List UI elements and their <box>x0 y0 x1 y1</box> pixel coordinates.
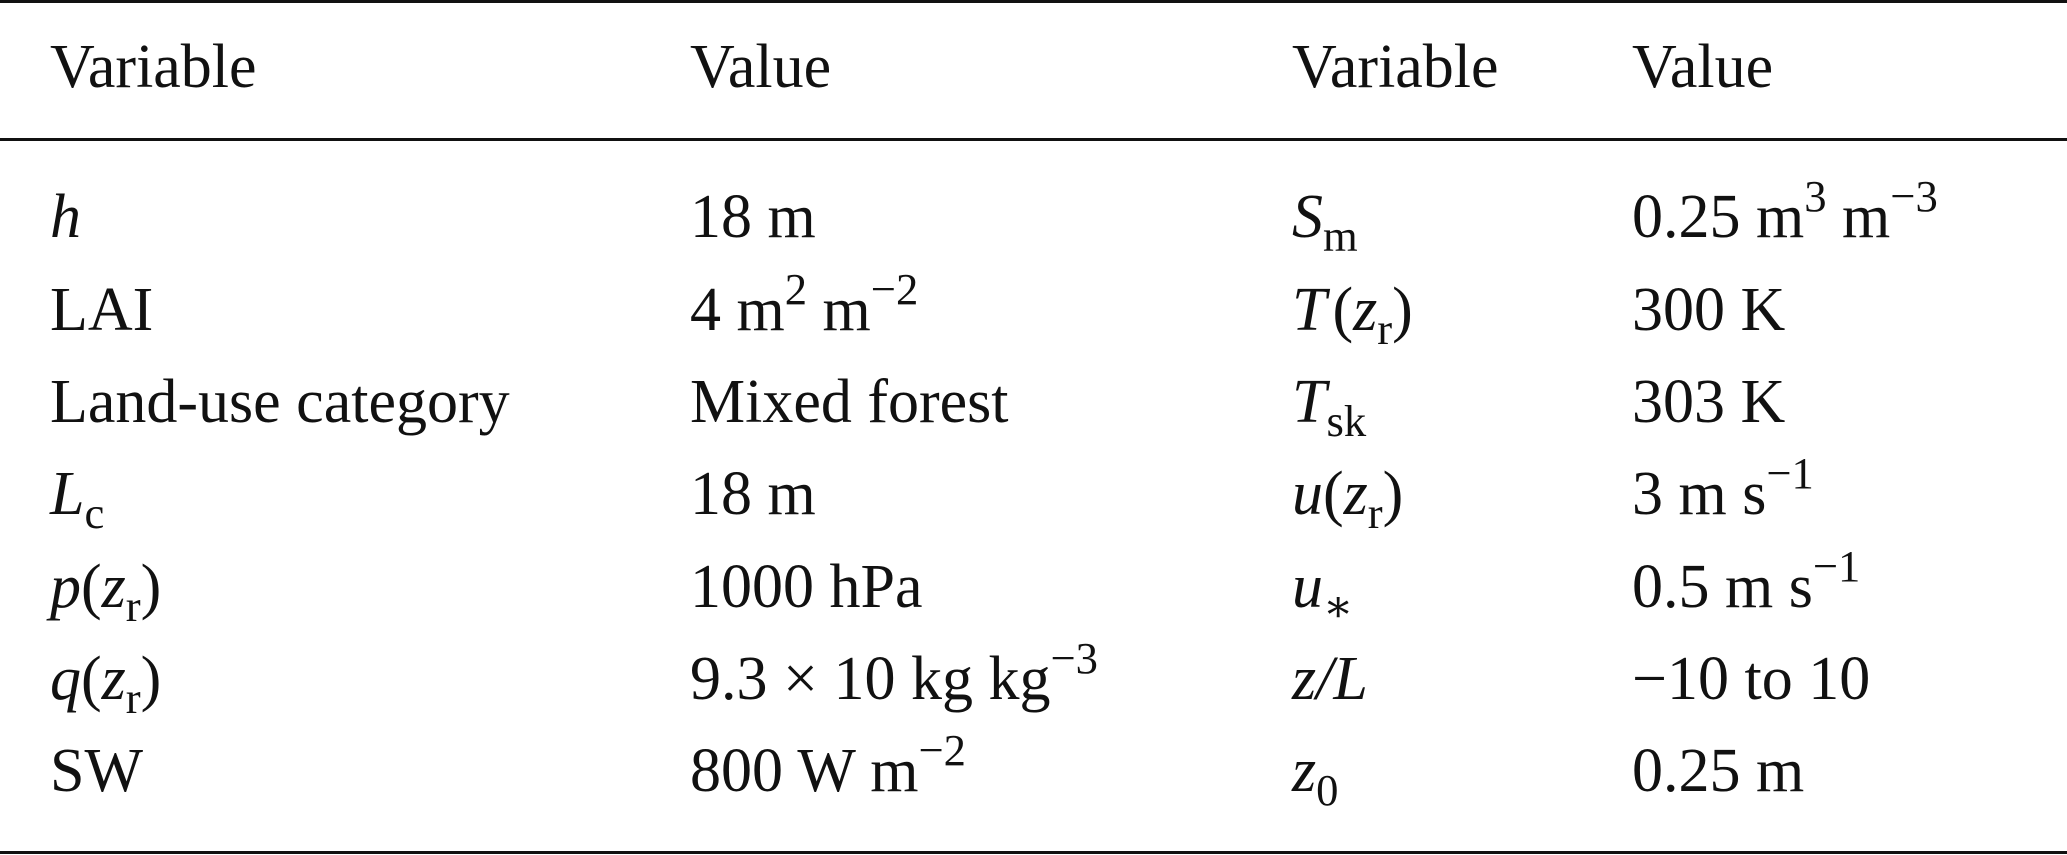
table-cell-variable: LAI <box>50 276 154 344</box>
table-cell-variable: SW <box>50 737 143 805</box>
table-cell-value: 1000 hPa <box>690 553 923 621</box>
table-cell-variable: h <box>50 183 81 251</box>
header-value-1: Value <box>690 33 832 101</box>
table-cell-value: 0.5 m s−1 <box>1632 541 1861 621</box>
table-cell-variable: p(zr) <box>50 553 162 632</box>
table-cell-value: 303 K <box>1632 368 1786 436</box>
header-rule <box>0 138 2067 141</box>
table-cell-value: 18 m <box>690 183 816 251</box>
table-cell-variable: Tsk <box>1292 368 1367 447</box>
header-variable-1: Variable <box>50 33 257 101</box>
table-cell-value: Mixed forest <box>690 368 1009 436</box>
table-cell-variable: Land-use category <box>50 368 510 436</box>
table-cell-variable: z/L <box>1292 645 1368 713</box>
table-cell-value: 300 K <box>1632 276 1786 344</box>
table-cell-value: 800 W m−2 <box>690 725 966 805</box>
bottom-rule <box>0 851 2067 854</box>
table-cell-variable: Lc <box>50 460 105 539</box>
table-cell-value: 18 m <box>690 460 816 528</box>
table-cell-value: −10 to 10 <box>1632 645 1871 713</box>
table-cell-value: 0.25 m3 m−3 <box>1632 171 1938 251</box>
table-cell-variable: u(zr) <box>1292 460 1404 539</box>
header-value-2: Value <box>1632 33 1774 101</box>
table-cell-variable: u∗ <box>1292 553 1354 632</box>
table-cell-variable: z0 <box>1292 737 1339 816</box>
table-cell-value: 4 m2 m−2 <box>690 264 919 344</box>
table-cell-variable: T(zr) <box>1292 276 1413 355</box>
table-cell-value: 3 m s−1 <box>1632 448 1814 528</box>
table-cell-variable: Sm <box>1292 183 1358 262</box>
table-cell-variable: q(zr) <box>50 645 162 724</box>
table-cell-value: 9.3 × 10 kg kg−3 <box>690 633 1098 713</box>
top-rule <box>0 0 2067 3</box>
table-cell-value: 0.25 m <box>1632 737 1805 805</box>
header-variable-2: Variable <box>1292 33 1499 101</box>
